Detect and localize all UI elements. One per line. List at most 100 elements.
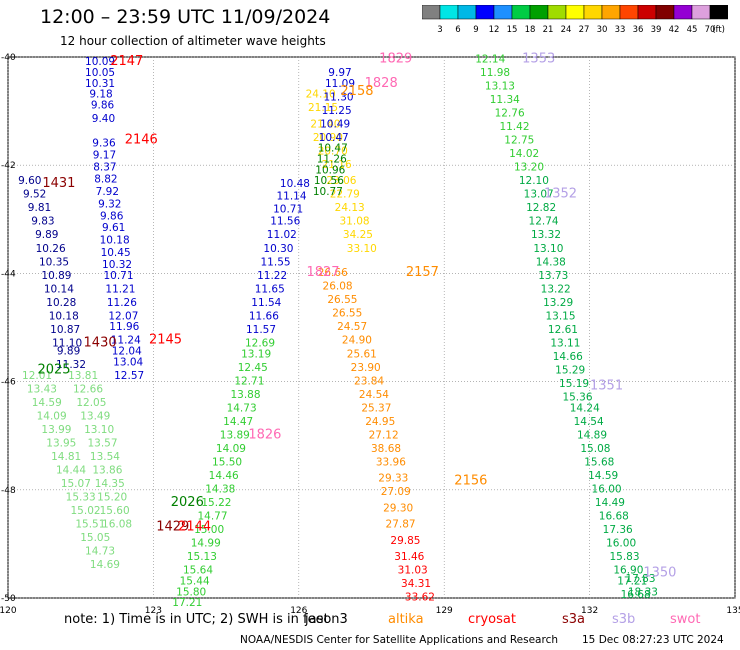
colorbar-tick-label: 24 [561, 25, 572, 35]
pass-id-label: 1351 [590, 379, 623, 394]
swh-value-label: 12.61 [548, 324, 578, 336]
swh-value-label: 9.32 [98, 198, 121, 210]
swh-value-label: 14.81 [51, 451, 81, 463]
y-tick-label: -50 [1, 594, 16, 604]
swh-value-label: 9.36 [92, 137, 116, 149]
pass-id-label: 1430 [84, 335, 117, 350]
swh-value-label: 9.86 [91, 99, 115, 111]
swh-value-label: 15.51 [75, 519, 105, 531]
pass-id-label: 2146 [125, 133, 158, 148]
y-tick-label: -40 [1, 53, 16, 63]
swh-value-label: 14.38 [205, 484, 235, 496]
swh-value-label: 9.86 [100, 210, 124, 222]
swh-value-label: 9.18 [89, 89, 112, 101]
swh-value-label: 14.38 [536, 256, 566, 268]
colorbar-tick-label: 3 [437, 25, 442, 35]
swh-value-label: 17.36 [603, 524, 633, 536]
swh-value-label: 12.75 [504, 135, 534, 147]
swh-value-label: 14.09 [216, 443, 246, 455]
swh-value-label: 15.80 [176, 586, 206, 598]
swh-value-label: 15.64 [183, 565, 213, 577]
swh-value-label: 12.66 [73, 383, 103, 395]
swh-value-label: 24.13 [335, 202, 365, 214]
swh-value-label: 13.43 [27, 383, 57, 395]
swh-value-label: 13.89 [220, 429, 250, 441]
swh-value-label: 13.95 [46, 438, 76, 450]
swh-value-label: 10.47 [319, 132, 349, 144]
swh-value-label: 11.56 [270, 216, 300, 228]
swh-value-label: 11.09 [325, 78, 355, 90]
swh-value-label: 22.79 [330, 189, 360, 201]
swh-value-label: 10.31 [85, 78, 115, 90]
swh-value-label: 13.07 [524, 189, 554, 201]
colorbar-tick-label: 39 [651, 25, 662, 35]
swh-value-label: 10.71 [103, 270, 133, 282]
footer-note: note: 1) Time is in UTC; 2) SWH is in fe… [64, 612, 329, 627]
swh-value-label: 10.71 [273, 203, 303, 215]
pass-id-label: 1828 [365, 76, 398, 91]
swh-value-label: 16.68 [599, 511, 629, 523]
swh-value-label: 34.25 [343, 229, 373, 241]
swh-value-label: 15.20 [97, 492, 127, 504]
swh-value-label: 11.54 [251, 297, 281, 309]
colorbar-tick-label: 36 [633, 25, 644, 35]
y-tick-label: -42 [1, 161, 16, 171]
swh-value-label: 14.59 [588, 470, 618, 482]
swh-value-label: 10.35 [39, 256, 69, 268]
credit-line: NOAA/NESDIS Center for Satellite Applica… [240, 634, 558, 646]
swh-value-label: 13.10 [84, 424, 114, 436]
swh-value-label: 21.16 [322, 159, 352, 171]
pass-id-label: 1429 [156, 519, 189, 534]
swh-value-label: 9.81 [28, 202, 51, 214]
pass-id-label: 2025 [37, 362, 70, 377]
swh-value-label: 10.32 [102, 259, 132, 271]
swh-value-label: 11.32 [56, 359, 86, 371]
pass-id-label: 2157 [406, 265, 439, 280]
swh-value-label: 12.14 [475, 53, 505, 65]
swh-value-label: 31.03 [398, 565, 428, 577]
swh-value-label: 13.15 [545, 310, 575, 322]
swh-value-label: 26.55 [332, 308, 362, 320]
x-tick-label: 126 [290, 606, 307, 616]
swh-value-label: 11.14 [276, 190, 306, 202]
swh-value-label: 12.07 [108, 310, 138, 322]
swh-value-label: 11.98 [480, 67, 510, 79]
swh-value-label: 12.05 [76, 397, 106, 409]
swh-value-label: 17.21 [617, 575, 647, 587]
swh-value-label: 12.04 [112, 346, 142, 358]
swh-value-label: 16.00 [606, 538, 636, 550]
swh-value-label: 15.07 [61, 478, 91, 490]
swh-value-label: 10.14 [44, 283, 74, 295]
pass-id-label: 1826 [248, 427, 281, 442]
swh-value-label: 11.26 [107, 297, 137, 309]
swh-value-label: 25.37 [361, 402, 391, 414]
swh-value-label: 8.82 [94, 174, 117, 186]
swh-value-label: 10.05 [85, 67, 115, 79]
colorbar-tick-label: 9 [473, 25, 478, 35]
pass-id-label: 2144 [178, 519, 211, 534]
x-tick-label: 132 [581, 606, 598, 616]
colorbar-tick-label: 18 [525, 25, 536, 35]
colorbar-tick-label: 27 [579, 25, 590, 35]
swh-value-label: 12.45 [238, 362, 268, 374]
pass-id-label: 1350 [643, 565, 676, 580]
swh-value-label: 10.47 [318, 143, 348, 155]
swh-value-label: 15.36 [562, 392, 592, 404]
swh-value-label: 10.18 [49, 310, 79, 322]
swh-value-label: 11.96 [109, 321, 139, 333]
swh-value-label: 23.84 [354, 375, 384, 387]
swh-value-label: 14.54 [574, 416, 604, 428]
swh-value-label: 10.77 [313, 186, 343, 198]
swh-value-label: 14.89 [577, 429, 607, 441]
swh-value-label: 20.90 [313, 132, 343, 144]
swh-value-label: 15.83 [609, 551, 639, 563]
swh-value-label: 12.76 [495, 108, 525, 120]
swh-value-label: 31.46 [394, 551, 424, 563]
colorbar-tick-label: 15 [507, 25, 518, 35]
swh-value-label: 9.40 [92, 113, 115, 125]
swh-value-label: 9.97 [328, 67, 351, 79]
y-tick-label: -46 [1, 378, 16, 388]
colorbar-tick-label: 12 [489, 25, 500, 35]
x-tick-label: 123 [145, 606, 162, 616]
